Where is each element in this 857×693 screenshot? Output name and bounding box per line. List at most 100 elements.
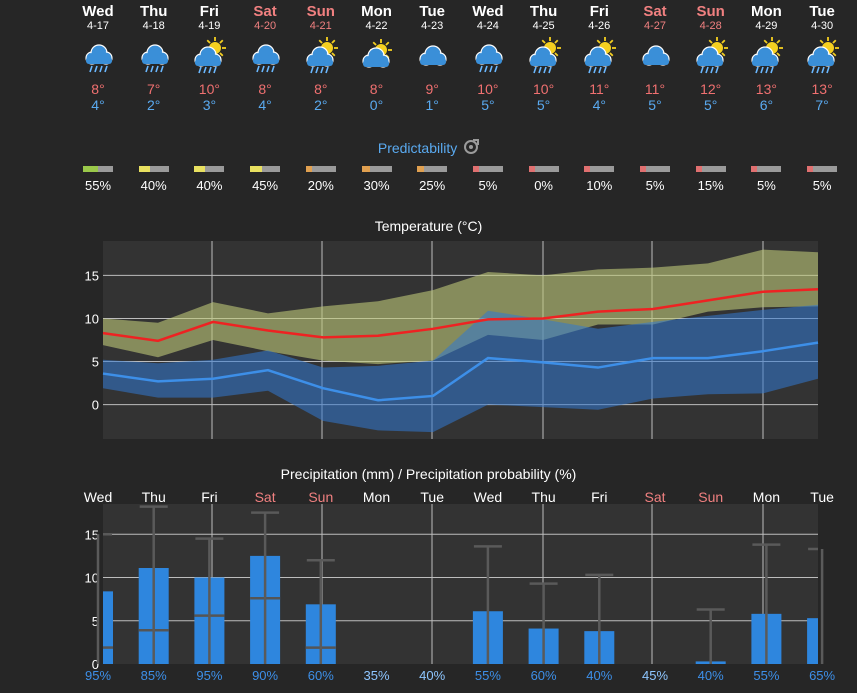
y-tick-label: 10 <box>85 571 99 586</box>
predictability-fill <box>138 166 150 172</box>
max-temperature: 11° <box>589 81 610 97</box>
precipitation-probability-label: 85% <box>141 668 167 683</box>
precipitation-probability-label: 45% <box>642 668 668 683</box>
min-temperature: 5° <box>481 97 495 113</box>
day-column[interactable]: Thu 4-18 7° 2° <box>126 0 182 113</box>
predictability-item: 5% <box>738 166 794 193</box>
day-column[interactable]: Mon 4-29 13° 6° <box>738 0 794 113</box>
predictability-item: 0% <box>516 166 572 193</box>
predictability-item: 45% <box>237 166 293 193</box>
day-date: 4-27 <box>643 20 667 32</box>
category-label: Tue <box>420 489 444 505</box>
day-column[interactable]: Fri 4-19 10° 3° <box>181 0 237 113</box>
day-column[interactable]: Sun 4-28 12° 5° <box>683 0 739 113</box>
precipitation-probability-label: 40% <box>698 668 724 683</box>
predictability-item: 5% <box>460 166 516 193</box>
sun-rain-cloud-icon <box>584 37 617 74</box>
rain-cloud-icon <box>475 44 503 73</box>
max-temperature: 8° <box>369 81 384 97</box>
predictability-bar <box>417 166 448 172</box>
predictability-bar <box>640 166 670 172</box>
category-label: Thu <box>142 489 166 505</box>
day-date: 4-17 <box>86 20 110 32</box>
predictability-value: 0% <box>534 178 553 193</box>
predictability-fill <box>250 166 263 172</box>
predictability-value: 30% <box>363 178 390 193</box>
min-temperature: 4° <box>592 97 606 113</box>
category-label: Wed <box>84 489 113 505</box>
temperature-chart-title: Temperature (°C) <box>374 218 483 234</box>
refresh-target-icon[interactable] <box>463 139 480 155</box>
predictability-item: 30% <box>349 166 405 193</box>
sun-rain-cloud-icon <box>306 37 338 74</box>
day-date: 4-25 <box>532 20 555 32</box>
predictability-bar <box>807 166 838 172</box>
day-name: Mon <box>750 3 782 20</box>
day-name: Sun <box>306 3 335 20</box>
sun-rain-cloud-icon <box>807 37 840 74</box>
y-tick-label: 0 <box>92 398 99 413</box>
min-temperature: 5° <box>703 97 718 113</box>
predictability-bar <box>305 166 336 172</box>
temperature-chart: 0 5 10 15 <box>85 241 819 439</box>
day-column[interactable]: Fri 4-26 11° 4° <box>571 0 627 113</box>
predictability-value: 55% <box>84 178 112 193</box>
day-column[interactable]: Sat 4-27 11° 5° <box>627 0 683 113</box>
day-column[interactable]: Tue 4-23 9° 1° <box>404 0 460 113</box>
precipitation-chart-title: Precipitation (mm) / Precipitation proba… <box>280 466 577 482</box>
day-column[interactable]: Tue 4-30 13° 7° <box>794 0 850 113</box>
max-temperature-band <box>103 249 818 365</box>
predictability-fill <box>472 166 479 172</box>
predictability-value: 45% <box>252 178 279 193</box>
predictability-bar <box>584 166 615 172</box>
sun-rain-cloud-icon <box>528 37 561 74</box>
precipitation-probability-label: 55% <box>753 668 779 683</box>
day-date: 4-30 <box>811 20 834 32</box>
day-column[interactable]: Thu 4-25 10° 5° <box>516 0 572 113</box>
day-column[interactable]: Sat 4-20 8° 4° <box>237 0 293 113</box>
predictability-value: 10% <box>586 178 613 193</box>
precipitation-probability-label: 35% <box>363 668 389 683</box>
max-temperature: 9° <box>425 81 439 97</box>
precipitation-chart: 0 5 10 15 Wed 95% Thu 85% Fri 95% Sat 90% Sun 60% Mon 3… <box>84 489 836 683</box>
day-date: 4-23 <box>421 20 444 32</box>
day-column[interactable]: Wed 4-17 8° 4° <box>70 0 126 114</box>
predictability-fill <box>83 166 98 172</box>
day-name: Sat <box>643 3 667 20</box>
day-column[interactable]: Sun 4-21 8° 2° <box>293 0 349 113</box>
min-temperature: 2° <box>146 97 161 113</box>
rain-cloud-icon <box>141 44 169 73</box>
precipitation-probability-label: 55% <box>475 668 501 683</box>
y-tick-label: 5 <box>92 614 99 629</box>
day-name: Wed <box>472 3 504 20</box>
day-date: 4-22 <box>365 20 388 32</box>
sun-rain-cloud-icon <box>751 37 784 74</box>
predictability-value: 15% <box>697 178 724 193</box>
y-tick-label: 0 <box>92 657 99 672</box>
cloud-icon <box>642 45 670 66</box>
day-column[interactable]: Wed 4-24 10° 5° <box>460 0 516 114</box>
sun-rain-cloud-icon <box>194 37 227 74</box>
category-label: Fri <box>201 489 217 505</box>
day-name: Wed <box>82 3 114 20</box>
predictability-item: 55% <box>70 166 126 193</box>
predictability-fill <box>194 166 206 172</box>
predictability-item: 25% <box>404 166 460 193</box>
category-label: Tue <box>810 489 834 505</box>
min-temperature: 2° <box>314 97 328 113</box>
max-temperature: 11° <box>644 81 666 97</box>
day-name: Tue <box>419 3 445 20</box>
predictability-bar <box>528 166 559 172</box>
day-date: 4-24 <box>476 20 499 32</box>
category-label: Wed <box>474 489 503 505</box>
day-name: Mon <box>361 3 392 20</box>
day-date: 4-29 <box>755 20 778 32</box>
min-temperature-band <box>103 304 818 433</box>
cloud-icon <box>419 45 447 66</box>
predictability-fill <box>361 166 370 172</box>
day-column[interactable]: Mon 4-22 8° 0° <box>349 0 405 114</box>
max-temperature: 10° <box>198 81 220 97</box>
predictability-bar <box>361 166 392 172</box>
predictability-item: 40% <box>181 166 237 193</box>
predictability-fill <box>807 166 814 172</box>
